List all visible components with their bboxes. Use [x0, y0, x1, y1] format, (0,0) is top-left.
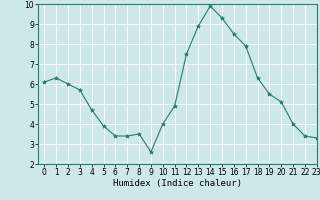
X-axis label: Humidex (Indice chaleur): Humidex (Indice chaleur)	[113, 179, 242, 188]
